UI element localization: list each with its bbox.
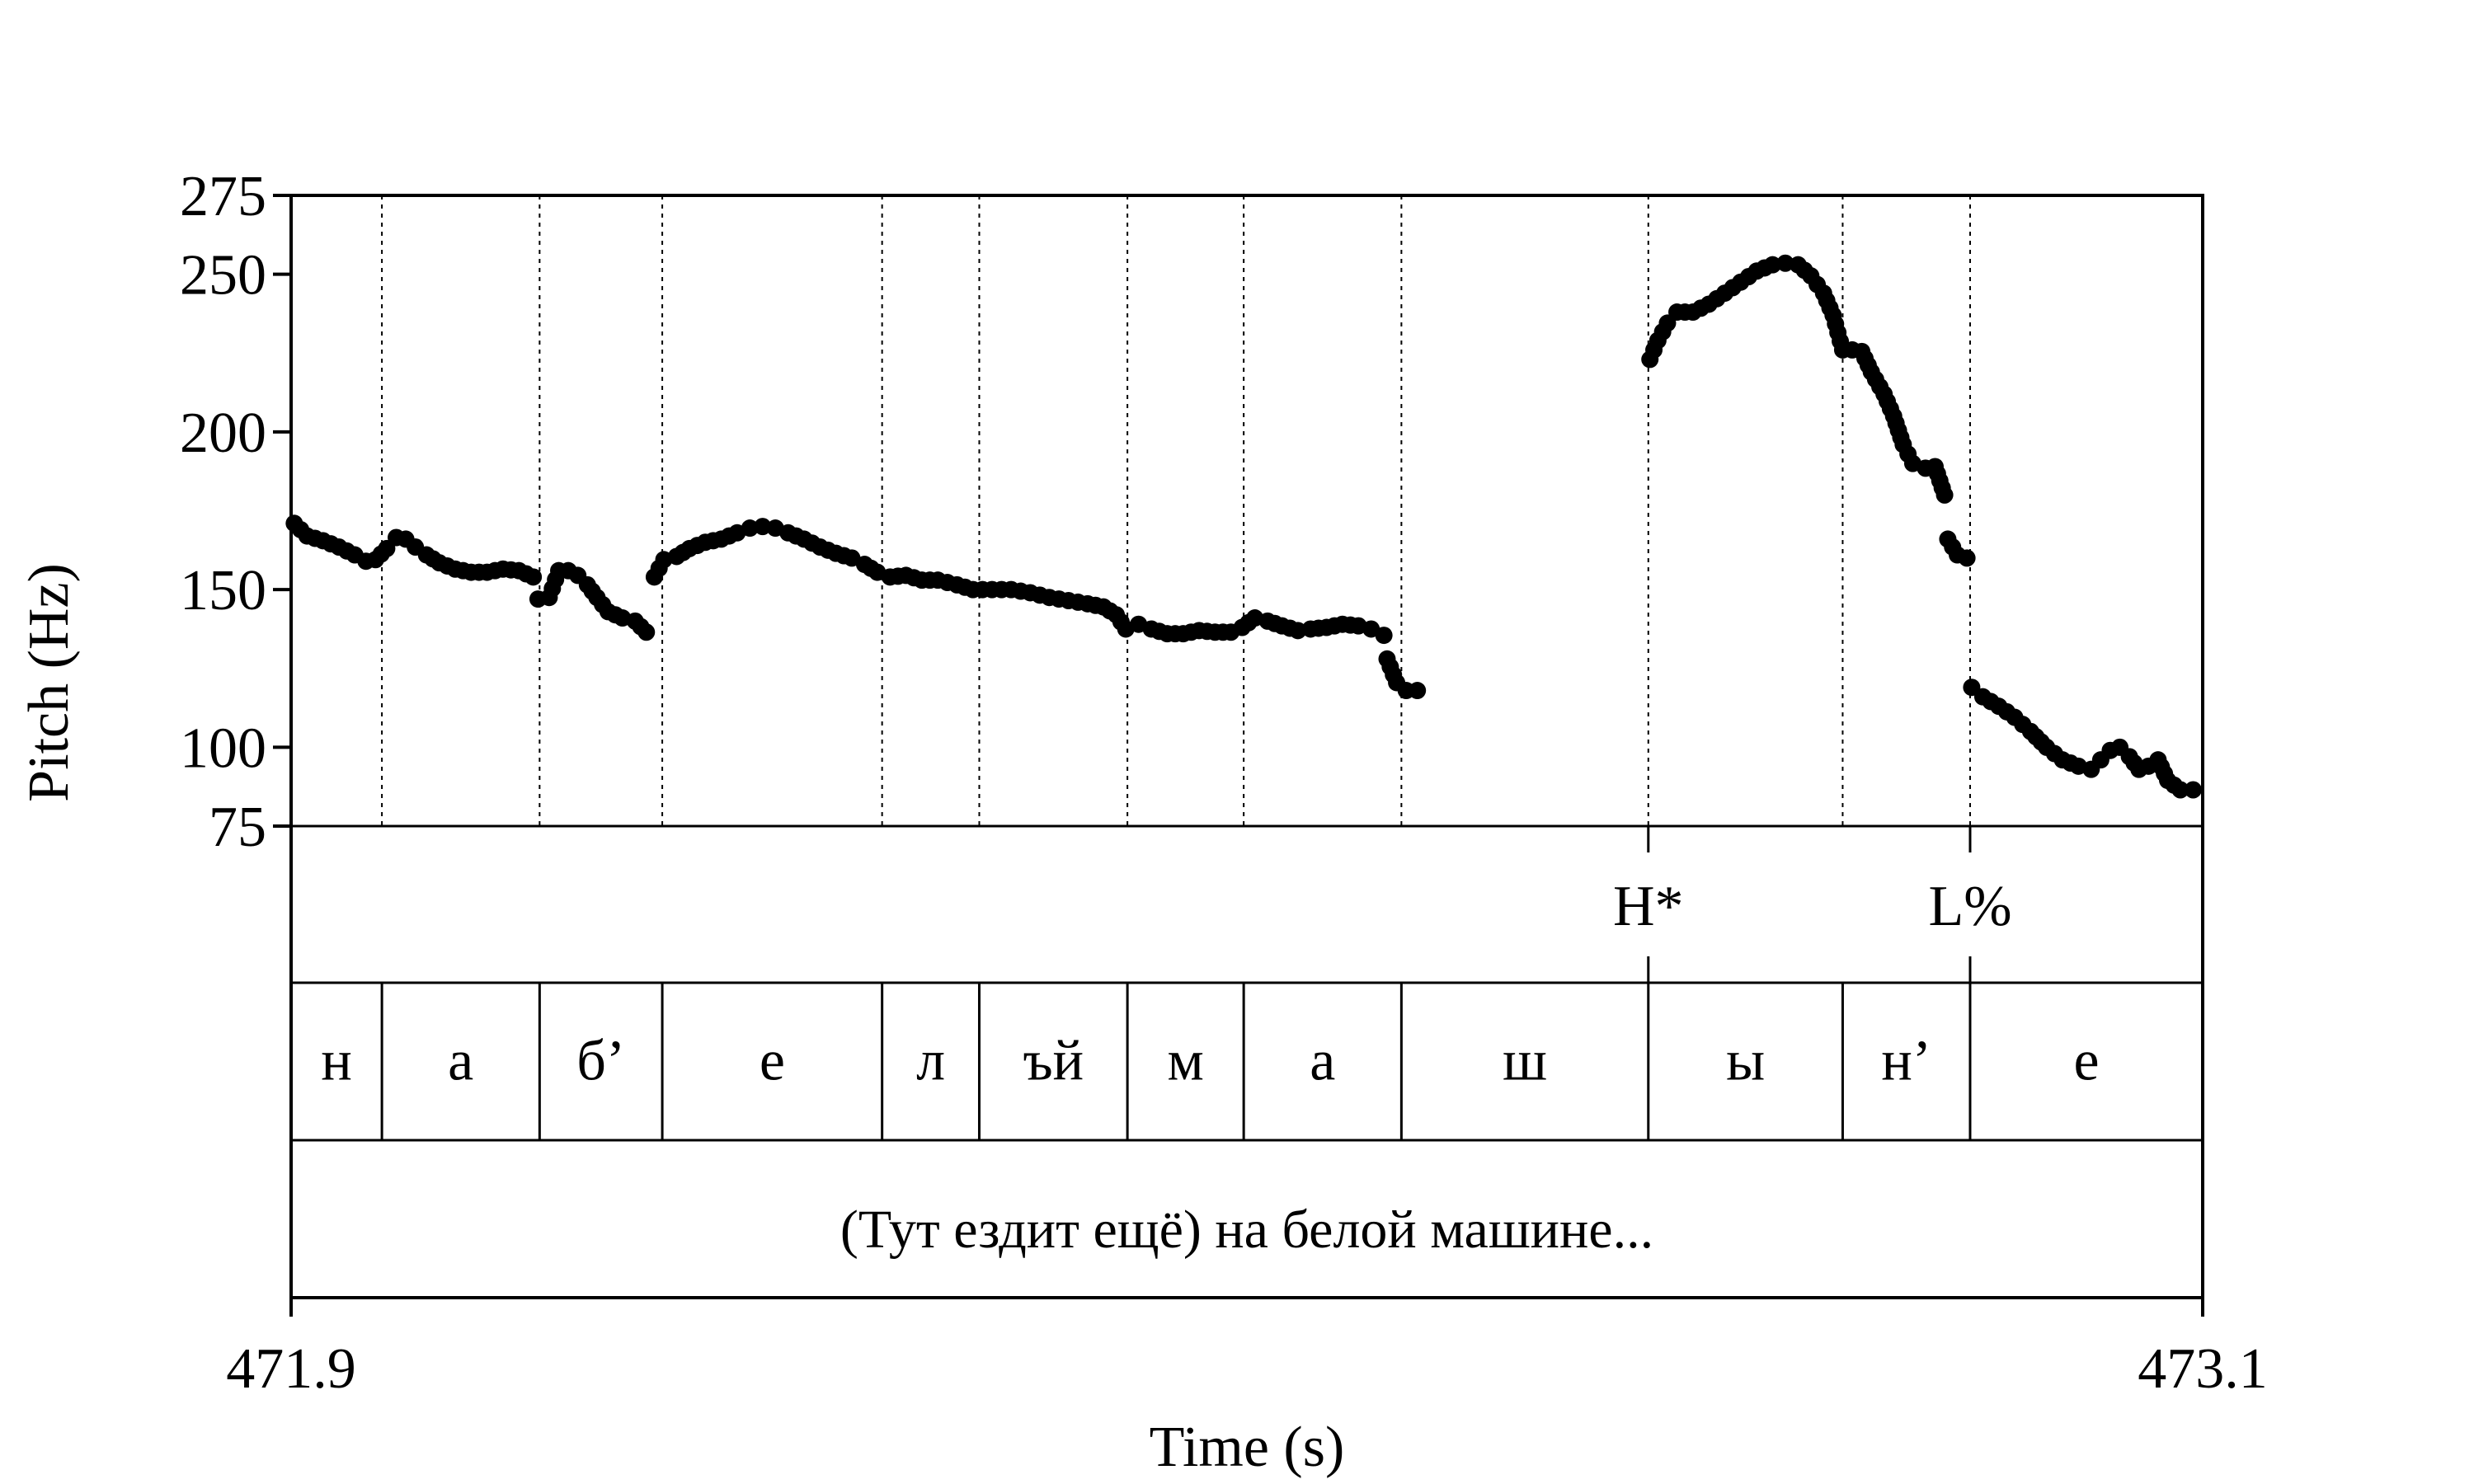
segment-label-6: м <box>1167 1030 1203 1093</box>
x-axis-title: Time (s) <box>1150 1416 1345 1479</box>
x-tick-label-start: 471.9 <box>226 1337 356 1401</box>
x-tick-label-end: 473.1 <box>2138 1337 2268 1401</box>
pitch-point-156 <box>1763 256 1781 274</box>
y-tick-label-0: 75 <box>209 796 266 859</box>
pitch-point-138 <box>1409 682 1427 700</box>
segment-label-8: ш <box>1503 1030 1547 1093</box>
plot-frame <box>289 194 2204 1299</box>
y-tick-label-1: 100 <box>180 716 266 780</box>
segment-label-11: е <box>2073 1030 2099 1093</box>
y-tick-label-2: 150 <box>180 559 266 622</box>
y-tick-label-4: 250 <box>180 244 266 308</box>
segment-label-3: е <box>760 1030 785 1093</box>
segment-label-0: н <box>321 1030 351 1093</box>
sentence-tier-label: (Тут ездит ещё) на белой машине... <box>840 1200 1653 1260</box>
pitch-point-47 <box>637 623 656 641</box>
tone-label-0: H* <box>1613 875 1684 938</box>
tone-label-1: L% <box>1928 875 2011 938</box>
pitch-point-196 <box>1958 549 1976 567</box>
boundary-lines <box>380 195 1972 1140</box>
pitch-point-192 <box>1935 486 1954 504</box>
y-axis-title: Pitch (Hz) <box>17 563 81 802</box>
segment-tier: н а б’ е л ъй м а ш ы н’ е <box>321 1030 2099 1093</box>
segment-label-5: ъй <box>1023 1030 1084 1093</box>
y-tick-label-3: 200 <box>180 402 266 465</box>
segment-label-1: а <box>448 1030 473 1093</box>
pitch-point-132 <box>1375 627 1393 645</box>
segment-label-2: б’ <box>576 1030 625 1093</box>
pitch-point-61 <box>754 518 772 536</box>
segment-label-10: н’ <box>1881 1030 1931 1093</box>
pitch-track <box>285 254 2202 799</box>
segment-label-7: а <box>1310 1030 1335 1093</box>
pitch-point-30 <box>524 568 543 586</box>
pitch-point-225 <box>2171 781 2189 799</box>
pitch-point-123 <box>1289 622 1307 640</box>
pitch-point-60 <box>741 519 759 538</box>
y-tick-label-5: 275 <box>180 165 266 228</box>
segment-label-4: л <box>916 1030 945 1093</box>
pitch-point-157 <box>1776 254 1794 272</box>
y-axis: 75 100 150 200 250 275 <box>180 165 291 859</box>
tone-tier: H* L% <box>1613 875 2012 938</box>
segment-label-9: ы <box>1726 1030 1765 1093</box>
pitch-point-226 <box>2184 781 2202 799</box>
